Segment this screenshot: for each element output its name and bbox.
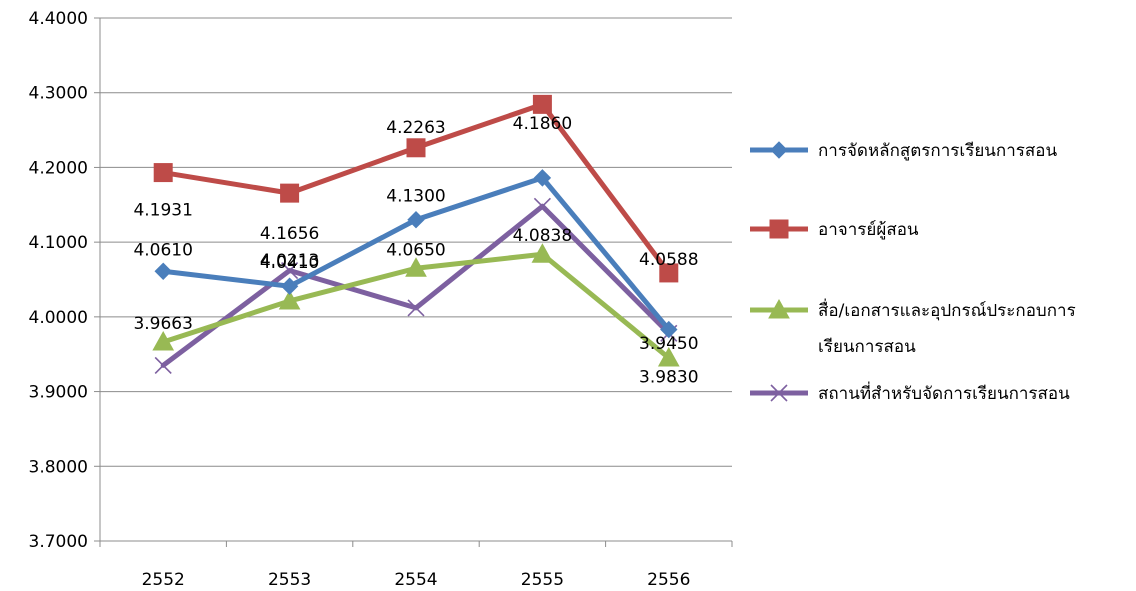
- x-marker: [770, 384, 788, 402]
- data-label: 4.2263: [386, 118, 445, 138]
- y-tick-label: 4.2000: [29, 158, 88, 178]
- legend-item: สถานที่สำหรับจัดการเรียนการสอน: [750, 381, 1070, 404]
- diamond-marker: [154, 262, 172, 280]
- data-label: 4.0838: [513, 226, 572, 246]
- x-marker: [154, 356, 172, 374]
- square-marker: [153, 163, 173, 183]
- legend-item: การจัดหลักสูตรการเรียนการสอน: [750, 141, 1057, 161]
- diamond-marker: [280, 277, 299, 295]
- x-tick-label: 2556: [647, 570, 690, 590]
- y-tick-label: 4.4000: [29, 9, 88, 29]
- data-labels: 4.0610 4.0410 4.1300 4.1860 3.9830 4.1931 4.16…: [133, 114, 698, 388]
- diamond-marker: [407, 211, 425, 229]
- x-tick-label: 2553: [268, 570, 311, 590]
- series-line: [160, 203, 672, 368]
- diamond-marker: [660, 320, 678, 339]
- data-label: 4.0410: [260, 253, 319, 273]
- square-marker: [280, 183, 300, 203]
- y-tick-label: 3.8000: [29, 457, 88, 477]
- y-tick-label: 4.0000: [29, 308, 88, 328]
- x-tick-label: 2552: [142, 570, 185, 590]
- series-markers: [152, 94, 680, 374]
- x-marker-stroke: [533, 197, 551, 215]
- triangle-marker: [531, 243, 554, 263]
- x-marker: [281, 261, 299, 280]
- triangle-marker: [152, 331, 175, 351]
- data-label: 4.1300: [386, 187, 445, 207]
- data-label: 4.1656: [260, 224, 319, 244]
- y-tick-label: 3.7000: [29, 532, 88, 552]
- legend-item: อาจารย์ผู้สอน: [750, 219, 919, 240]
- triangle-marker: [768, 298, 790, 319]
- x-marker-stroke: [770, 384, 788, 402]
- square-marker: [406, 138, 426, 158]
- data-label: 4.0610: [133, 240, 192, 260]
- legend: การจัดหลักสูตรการเรียนการสอนอาจารย์ผู้สอ…: [750, 141, 1076, 404]
- x-tick-label: 2554: [394, 570, 437, 590]
- data-label: 4.0213: [260, 251, 319, 271]
- square-marker: [769, 219, 789, 239]
- data-label: 4.1931: [133, 201, 192, 221]
- y-tick-label: 4.3000: [29, 84, 88, 104]
- x-marker: [407, 299, 425, 317]
- diamond-marker: [770, 141, 788, 159]
- legend-label: การจัดหลักสูตรการเรียนการสอน: [818, 141, 1057, 161]
- y-tick-label: 3.9000: [29, 383, 88, 403]
- legend-item: สื่อ/เอกสารและอุปกรณ์ประกอบการเรียนการสอ…: [750, 298, 1076, 357]
- data-label: 4.0588: [639, 250, 698, 270]
- legend-label: อาจารย์ผู้สอน: [818, 220, 919, 240]
- legend-label: สถานที่สำหรับจัดการเรียนการสอน: [818, 381, 1070, 404]
- data-label: 3.9830: [639, 368, 698, 388]
- legend-label: เรียนการสอน: [818, 337, 916, 357]
- legend-label: สื่อ/เอกสารและอุปกรณ์ประกอบการ: [818, 298, 1076, 321]
- triangle-marker: [657, 346, 680, 367]
- y-tick-label: 4.1000: [29, 233, 88, 253]
- data-label: 3.9663: [133, 314, 192, 334]
- data-label: 4.0650: [386, 240, 445, 260]
- gridlines: [100, 17, 732, 467]
- triangle-marker: [278, 289, 301, 310]
- diamond-marker: [533, 169, 552, 187]
- square-marker: [659, 263, 679, 283]
- x-marker-stroke: [281, 261, 299, 280]
- x-marker-stroke: [407, 299, 425, 317]
- x-marker-stroke: [154, 356, 172, 374]
- x-marker: [533, 197, 551, 215]
- triangle-marker: [405, 257, 427, 277]
- square-marker: [532, 94, 552, 114]
- data-label: 4.1860: [513, 114, 572, 134]
- x-tick-label: 2555: [521, 570, 564, 590]
- axes: 3.7000 3.8000 3.9000 4.0000 4.1000 4.2000 4.30…: [29, 9, 733, 590]
- data-label: 3.9450: [639, 334, 698, 354]
